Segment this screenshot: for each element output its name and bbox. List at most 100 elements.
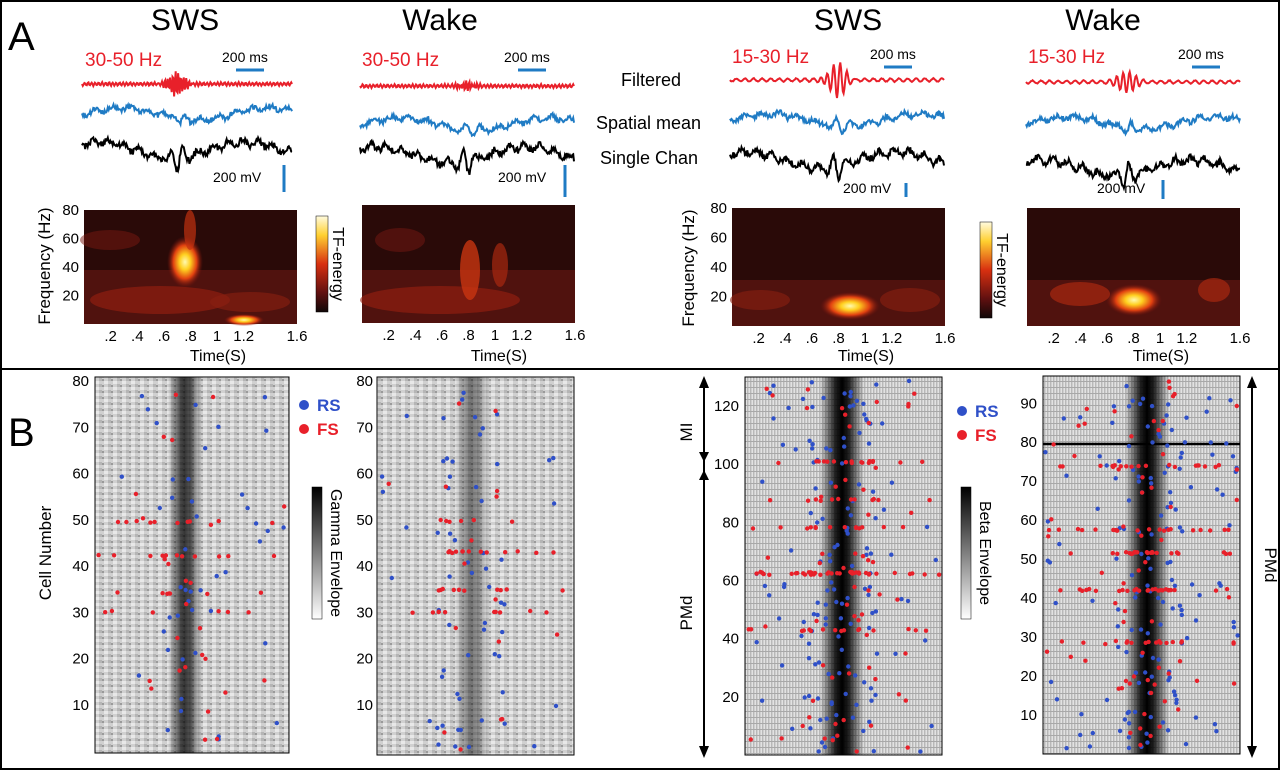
raster3-ytick-100: 100 [714, 456, 739, 473]
raster4-rs-spike [1188, 485, 1194, 490]
raster4-fs-spike [1164, 640, 1169, 646]
raster2-fs-spike [462, 588, 467, 593]
raster3-fs-spike [874, 399, 879, 405]
raster1-rs-spike [263, 641, 268, 646]
raster3-rs-spike [868, 686, 874, 691]
raster1-fs-spike [262, 678, 267, 683]
raster2-rs-spike [441, 668, 446, 673]
raster4-rs-spike [1090, 598, 1095, 603]
raster4-fs-spike [1143, 463, 1149, 468]
raster4-rs-spike [1045, 519, 1051, 524]
raster3-rs-spike [822, 744, 828, 750]
raster3-rs-spike [808, 726, 813, 731]
raster2-rs-spike [502, 602, 507, 607]
raster4-rs-spike [1064, 746, 1069, 751]
raster3-fs-spike [814, 618, 819, 624]
raster3-rs-spike [823, 622, 828, 627]
raster3-fs-spike [898, 460, 903, 465]
raster4-fs-spike [1146, 588, 1151, 593]
raster2-rs-spike [502, 721, 507, 726]
region-mi-label: MI [677, 423, 696, 442]
raster2-fs-spike [456, 401, 462, 406]
raster2-rs-spike [499, 557, 504, 562]
raster4-rs-spike [1231, 625, 1237, 630]
raster1-fs-spike [282, 504, 287, 509]
raster3-rs-spike [824, 716, 829, 721]
raster3-rs-spike [827, 552, 832, 557]
raster2-fs-spike [458, 518, 464, 524]
raster3-fs-spike [871, 628, 876, 633]
raster4-fs-spike [1145, 677, 1151, 683]
raster3-fs-spike [920, 459, 925, 464]
raster3-fs-spike [866, 558, 871, 563]
raster3-rs-spike [818, 717, 823, 723]
raster2-fs-spike [438, 517, 443, 523]
raster4-rs-spike [1149, 674, 1155, 679]
raster1-rs-spike [193, 402, 198, 408]
raster3-rs-spike [835, 542, 840, 548]
raster4-ytick-60: 60 [1020, 512, 1037, 529]
raster3-fs-spike [754, 571, 759, 576]
tf-map-4 [1027, 208, 1240, 326]
raster3-rs-spike [810, 446, 815, 451]
raster1-rs-spike [180, 657, 185, 662]
raster3-fs-spike [854, 749, 859, 754]
raster3-rs-spike [893, 651, 898, 656]
raster3-fs-spike [776, 460, 781, 466]
raster1-rs-spike [186, 476, 191, 482]
raster1-fs-spike [140, 516, 146, 521]
raster1-ytick-60: 60 [72, 466, 89, 483]
raster2-rs-spike [404, 413, 409, 419]
raster4-fs-spike [1113, 638, 1119, 644]
raster3-fs-spike [936, 572, 942, 577]
raster4-fs-spike [1079, 527, 1085, 533]
raster4-fs-spike [1234, 497, 1240, 503]
raster3-fs-spike [818, 572, 823, 577]
raster2-fs-spike [456, 587, 462, 592]
raster1-fs-spike [115, 590, 120, 595]
raster1-fs-spike [208, 522, 214, 527]
raster3-fs-spike [877, 592, 882, 597]
raster1-fs-spike [202, 737, 208, 742]
raster4-rs-spike [1045, 558, 1051, 563]
raster4-rs-spike [1132, 709, 1138, 715]
tf-colorbar-label-1: TF-energy [329, 227, 346, 301]
raster3-rs-spike [831, 587, 837, 592]
raster3-fs-spike [807, 715, 812, 720]
raster2-rs-spike [477, 432, 483, 437]
raster4-rs-spike [1136, 474, 1141, 479]
raster4-ytick-10: 10 [1020, 707, 1037, 724]
raster3-rs-spike [873, 516, 878, 521]
raster2-rs-spike [436, 742, 441, 747]
raster1-rs-spike [175, 613, 180, 618]
raster3-fs-spike [748, 627, 754, 632]
raster2-rs-spike [481, 627, 487, 632]
raster3-fs-spike [825, 459, 830, 464]
raster-ticks-group: 10 20 30 40 50 60 70 80 10 20 30 40 50 60 70 80 20 40 60 80… [72, 373, 1037, 724]
raster4-rs-spike [1173, 507, 1178, 512]
raster3-rs-spike [866, 625, 872, 631]
raster4-rs-spike [1148, 475, 1154, 481]
raster4-rs-spike [1183, 741, 1189, 747]
raster4-fs-spike [1169, 551, 1174, 556]
raster1-ytick-70: 70 [72, 419, 89, 436]
raster4-rs-spike [1136, 680, 1142, 686]
raster4-rs-spike [1197, 593, 1202, 598]
raster3-fs-spike [866, 512, 871, 517]
raster3-rs-spike [760, 479, 765, 484]
raster1-rs-spike [139, 393, 145, 399]
raster2-fs-spike [442, 730, 447, 735]
raster2-fs-spike [493, 408, 498, 414]
raster2-rs-spike [380, 489, 386, 494]
tf4-xtick-.8: .8 [1127, 330, 1140, 347]
raster3-fs-spike [813, 497, 819, 502]
raster3-fs-spike [847, 424, 852, 429]
raster4-fs-spike [1234, 467, 1240, 472]
raster4-fs-spike [1227, 551, 1233, 556]
raster2-rs-spike [500, 629, 505, 635]
raster1-fs-spike [183, 665, 188, 670]
raster2-rs-spike [487, 584, 492, 590]
col4-state: Wake [1065, 4, 1141, 37]
raster3-fs-spike [833, 721, 838, 727]
raster1-fs-spike [111, 553, 117, 558]
